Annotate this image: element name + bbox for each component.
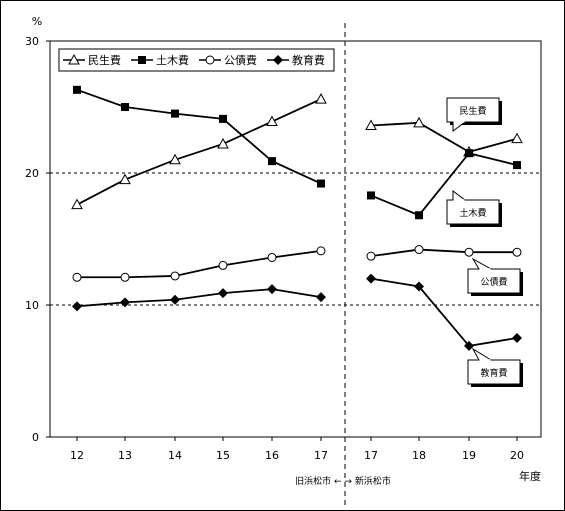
data-point — [72, 301, 82, 312]
data-point — [511, 132, 523, 144]
series-line — [370, 121, 518, 153]
x-tick-label: 15 — [216, 449, 230, 462]
data-point — [72, 272, 82, 282]
legend-label: 民生費 — [88, 53, 121, 67]
series-3 — [72, 245, 522, 282]
series-4 — [72, 273, 522, 351]
legend-item-3: 公債費 — [199, 53, 257, 67]
data-point — [119, 173, 131, 185]
data-point — [315, 93, 327, 104]
data-point — [120, 272, 130, 282]
data-point — [367, 191, 375, 200]
data-point — [138, 56, 146, 64]
data-point — [366, 273, 376, 284]
data-point — [366, 251, 376, 261]
data-point — [268, 157, 276, 166]
x-tick-label: 14 — [168, 449, 182, 462]
callout-1: 民生費 — [446, 97, 502, 132]
gridlines — [50, 172, 541, 306]
data-point — [73, 85, 81, 94]
legend-item-1: 民生費 — [63, 53, 121, 67]
x-tick-label: 17 — [314, 449, 328, 462]
x-tick-label: 13 — [118, 449, 132, 462]
series-line — [77, 249, 322, 279]
data-point — [266, 115, 278, 127]
data-point — [121, 103, 129, 111]
y-tick-label: 30 — [25, 35, 39, 48]
data-point — [512, 333, 522, 343]
data-point — [171, 109, 179, 118]
x-tick-label: 12 — [70, 449, 84, 462]
data-point — [513, 161, 521, 170]
data-point — [170, 294, 180, 305]
series-line — [76, 98, 322, 206]
data-point — [267, 284, 277, 295]
callout-3: 公債費 — [467, 257, 523, 296]
series-line — [370, 277, 518, 347]
series-2 — [73, 85, 521, 220]
x-tick-label: 16 — [265, 449, 279, 462]
x-tick-label: 19 — [462, 449, 476, 462]
x-tick-labels: 12 13 14 15 16 17 17 18 19 20 — [70, 437, 524, 462]
series-line — [76, 288, 322, 308]
data-point — [464, 247, 474, 257]
legend-label: 公債費 — [224, 53, 257, 67]
x-tick-label: 18 — [412, 449, 426, 462]
data-point — [217, 137, 229, 149]
callout-label: 民生費 — [459, 105, 486, 117]
callout-label: 公債費 — [480, 276, 507, 288]
era-note: 旧浜松市 ← → 新浜松市 — [295, 475, 391, 487]
y-tick-label: 20 — [25, 167, 39, 180]
series-line — [370, 248, 517, 258]
series-line — [370, 152, 518, 217]
data-point — [273, 55, 283, 65]
data-point — [465, 149, 473, 158]
data-point — [267, 252, 277, 262]
series-line — [76, 88, 322, 185]
y-tick-labels: 0 10 20 30 — [25, 35, 50, 444]
data-point — [120, 297, 130, 308]
data-point — [170, 271, 180, 281]
data-point — [205, 55, 215, 65]
x-axis-label: 年度 — [519, 469, 541, 483]
data-point — [71, 198, 83, 210]
legend-box — [58, 48, 335, 72]
data-point — [365, 119, 377, 130]
callout-4: 教育費 — [467, 347, 523, 387]
legend-label: 土木費 — [156, 53, 189, 67]
y-tick-label: 10 — [25, 299, 39, 312]
data-point — [414, 281, 424, 292]
data-point — [218, 260, 228, 270]
callout-2: 土木費 — [446, 190, 502, 227]
legend: 民生費 土木費 公債費 教育費 — [58, 48, 335, 72]
callout-label: 土木費 — [459, 207, 486, 219]
legend-label: 教育費 — [292, 53, 325, 67]
data-point — [464, 340, 474, 351]
data-point — [414, 245, 424, 255]
data-point — [512, 247, 522, 257]
data-point — [317, 179, 325, 188]
legend-item-2: 土木費 — [131, 53, 189, 67]
x-tick-label: 17 — [364, 449, 378, 462]
data-point — [413, 116, 425, 128]
x-tick-label: 20 — [510, 449, 524, 462]
data-point — [68, 53, 80, 65]
legend-item-4: 教育費 — [267, 53, 325, 67]
series-layer — [71, 85, 523, 351]
data-point — [218, 288, 228, 299]
y-axis-unit: % — [32, 15, 42, 28]
data-point — [316, 246, 326, 256]
data-point — [415, 211, 423, 220]
data-point — [169, 153, 181, 165]
callout-label: 教育費 — [480, 367, 507, 379]
data-point — [219, 114, 227, 123]
data-point — [316, 292, 326, 303]
y-tick-label: 0 — [32, 431, 39, 444]
